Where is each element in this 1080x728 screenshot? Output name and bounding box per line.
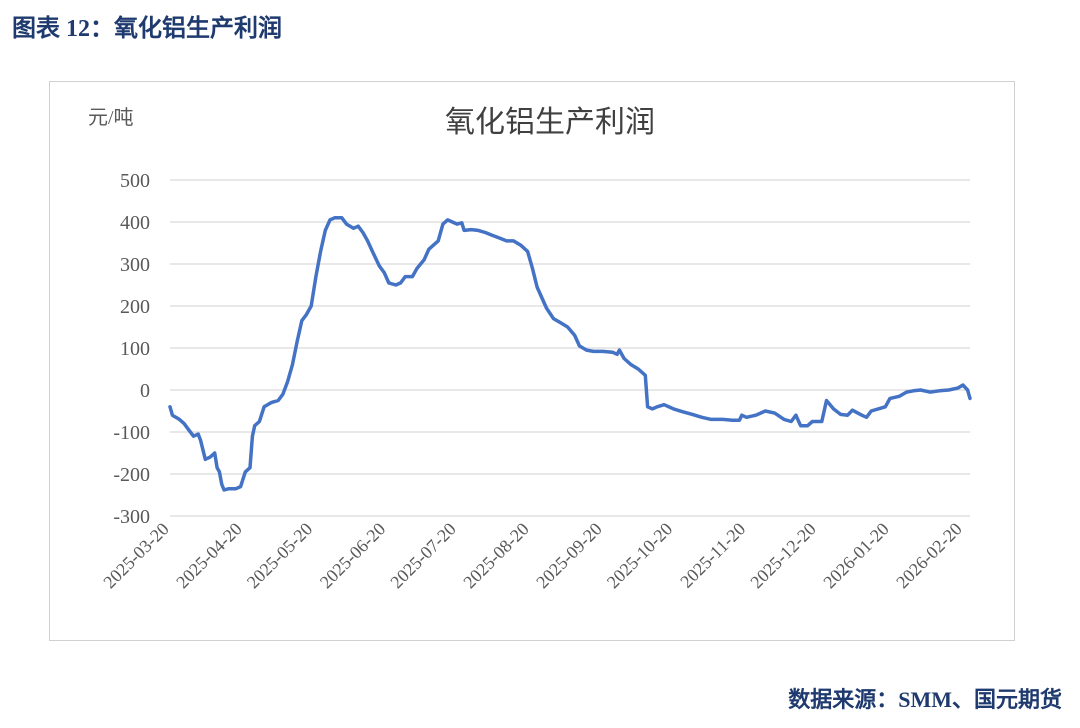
source-note: 数据来源：SMM、国元期货: [788, 687, 1062, 712]
x-tick-label: 2026-01-20: [819, 519, 893, 593]
x-tick-label: 2025-11-20: [676, 519, 749, 592]
chart-frame: 氧化铝生产利润 元/吨 500 400 300 200 100 0 -100 -200 -300 20…: [49, 81, 1015, 641]
series-line: [168, 216, 972, 492]
x-tick-label: 2025-06-20: [316, 519, 390, 593]
y-tick-label: -200: [113, 464, 150, 486]
y-tick-label: -300: [113, 506, 150, 528]
y-tick-label: 0: [140, 380, 150, 402]
x-tick-label: 2025-04-20: [172, 519, 246, 593]
x-tick-label: 2025-03-20: [99, 519, 173, 593]
x-tick-label: 2026-02-20: [892, 519, 966, 593]
x-tick-label: 2025-08-20: [459, 519, 533, 593]
y-tick-label: 300: [120, 254, 150, 276]
x-tick-label: 2025-09-20: [532, 519, 606, 593]
line-chart: 氧化铝生产利润元/吨5004003002001000-100-200-30020…: [88, 106, 972, 593]
y-tick-label: -100: [113, 422, 150, 444]
y-axis-label: 元/吨: [88, 106, 134, 129]
x-tick-label: 2025-05-20: [243, 519, 317, 593]
x-tick-label: 2025-07-20: [386, 519, 460, 593]
figure-caption: 图表 12：氧化铝生产利润: [12, 16, 282, 42]
y-tick-label: 400: [120, 212, 150, 234]
y-tick-label: 100: [120, 338, 150, 360]
y-tick-label: 200: [120, 296, 150, 318]
chart-title: 氧化铝生产利润: [445, 106, 655, 139]
x-tick-label: 2025-10-20: [603, 519, 677, 593]
y-tick-label: 500: [120, 170, 150, 192]
x-tick-label: 2025-12-20: [746, 519, 820, 593]
